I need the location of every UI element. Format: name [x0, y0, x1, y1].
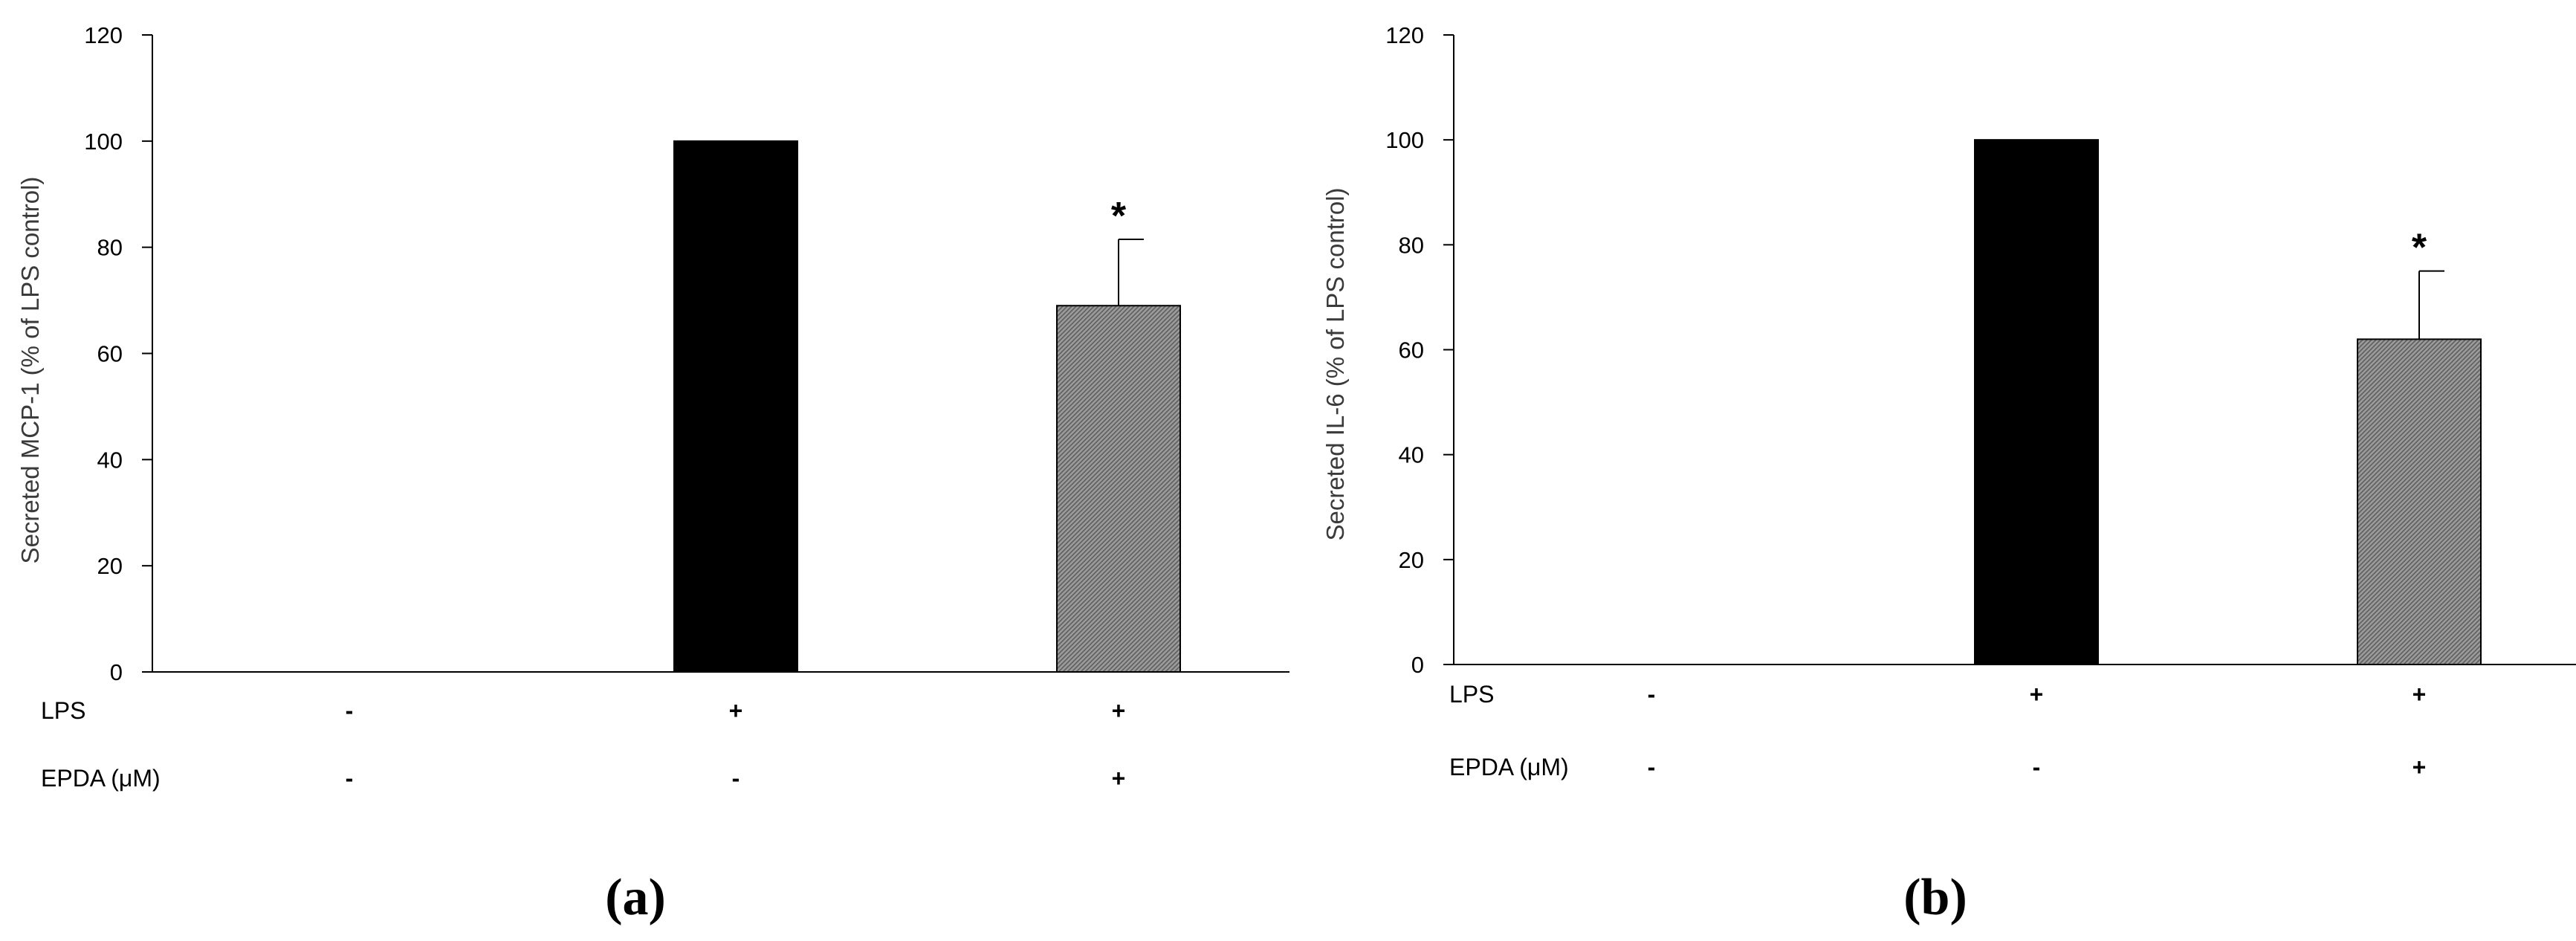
treatment-sign: - — [346, 697, 354, 724]
y-tick-label: 60 — [97, 341, 123, 367]
treatment-sign: + — [729, 697, 743, 724]
y-tick-label: 40 — [97, 447, 123, 473]
y-tick-label: 100 — [1385, 127, 1424, 153]
treatment-sign: + — [2030, 681, 2044, 708]
significance-marker: * — [1111, 195, 1127, 238]
treatment-sign: + — [2412, 681, 2427, 708]
bar — [673, 140, 798, 673]
y-axis-label: Secreted IL-6 (% of LPS control) — [1321, 187, 1349, 540]
treatment-sign: - — [1648, 681, 1656, 708]
panel-label: (b) — [1903, 869, 1967, 926]
y-tick-label: 20 — [1399, 547, 1424, 573]
panel-label: (a) — [605, 869, 666, 926]
chart-b: Secreted IL-6 (% of LPS control) (b) 0 20… — [1321, 22, 2576, 926]
bar — [1056, 305, 1181, 673]
treatment-sign: - — [346, 765, 354, 792]
y-tick-label: 80 — [97, 235, 123, 261]
treatment-row-label: LPS — [41, 697, 85, 724]
treatment-row-label: EPDA (μM) — [1449, 754, 1569, 780]
treatment-sign: + — [1112, 765, 1126, 792]
y-tick-label: 80 — [1399, 232, 1424, 258]
treatment-row-label: LPS — [1449, 681, 1494, 708]
treatment-row-label: EPDA (μM) — [41, 765, 161, 792]
y-tick-label: 120 — [84, 22, 123, 48]
y-tick-label: 0 — [110, 659, 123, 685]
y-tick-label: 0 — [1411, 652, 1424, 678]
bar — [1974, 139, 2099, 665]
y-tick-label: 40 — [1399, 442, 1424, 468]
treatment-sign: + — [2412, 754, 2427, 780]
treatment-sign: + — [1112, 697, 1126, 724]
chart-a: Secreted MCP-1 (% of LPS control) (a) 0 2… — [16, 22, 1289, 926]
y-tick-label: 120 — [1385, 22, 1424, 48]
bar — [2357, 338, 2482, 665]
y-axis-label: Secreted MCP-1 (% of LPS control) — [16, 177, 44, 564]
significance-marker: * — [2412, 227, 2427, 270]
y-tick-label: 100 — [84, 129, 123, 155]
y-tick-label: 20 — [97, 553, 123, 579]
treatment-sign: - — [2033, 754, 2041, 780]
treatment-sign: - — [1648, 754, 1656, 780]
treatment-sign: - — [732, 765, 740, 792]
y-tick-label: 60 — [1399, 337, 1424, 363]
